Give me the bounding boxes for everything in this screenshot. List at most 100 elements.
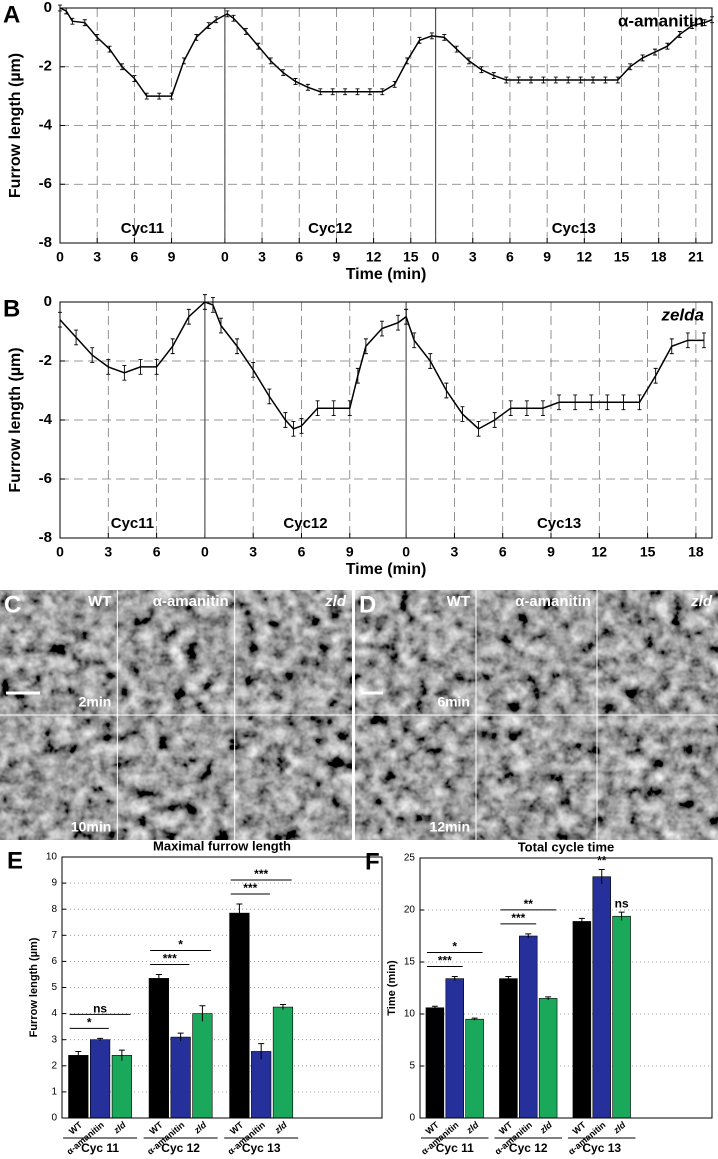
bar <box>445 978 465 1119</box>
error-bar <box>95 33 100 41</box>
y-tick-label: -6 <box>39 175 52 192</box>
bar <box>592 876 611 1119</box>
x-tick-label: 3 <box>469 249 477 265</box>
error-bar <box>291 421 296 437</box>
cycle-label: Cyc13 <box>537 515 581 532</box>
error-bar <box>589 394 594 411</box>
x-tick-label: 18 <box>651 249 667 265</box>
x-tick-label: 6 <box>298 544 306 560</box>
error-bar <box>412 332 417 349</box>
error-bar <box>154 359 159 375</box>
error-bar <box>258 1043 265 1060</box>
plot-frame <box>61 856 383 1119</box>
x-tick-label: 3 <box>104 544 112 560</box>
error-bar <box>97 1037 104 1042</box>
y-tick-label: 5 <box>409 1061 415 1072</box>
y-tick-label: 0 <box>44 293 52 310</box>
x-tick-label: 6 <box>499 544 507 560</box>
error-bar <box>82 19 87 27</box>
x-tick-label: 9 <box>346 544 354 560</box>
error-bar <box>479 66 484 74</box>
error-bar <box>557 394 562 411</box>
error-bar <box>476 421 481 437</box>
error-bar <box>347 400 352 417</box>
x-tick-label: 3 <box>93 249 101 265</box>
error-bar <box>169 92 174 100</box>
error-bar <box>343 88 348 96</box>
bar <box>499 978 518 1119</box>
error-bar <box>305 83 310 91</box>
error-bar <box>279 1003 286 1010</box>
x-tick-label: 9 <box>547 544 555 560</box>
y-tick-label: 9 <box>51 878 57 889</box>
error-bar <box>363 338 368 355</box>
panel-letter: A <box>3 1 20 28</box>
error-bar <box>283 412 288 428</box>
bar <box>229 912 250 1119</box>
bar-label: zld <box>191 1119 208 1136</box>
bar <box>89 1039 111 1119</box>
significance-label: * <box>178 938 183 952</box>
error-bar <box>404 308 409 325</box>
significance-label: *** <box>438 954 452 968</box>
error-bar <box>330 88 335 96</box>
error-bar <box>331 400 336 417</box>
error-bar <box>318 88 323 96</box>
x-tick-label: 6 <box>153 544 161 560</box>
significance-label: *** <box>243 881 257 895</box>
group-label: Cyc 13 <box>242 1141 281 1155</box>
error-bar <box>451 976 458 981</box>
bar <box>612 915 631 1119</box>
bar-label: zld <box>464 1119 481 1136</box>
error-bar <box>256 42 261 50</box>
time-label: 2min <box>79 694 112 710</box>
error-bar <box>106 359 111 375</box>
chart-title: zelda <box>660 305 704 324</box>
cycle-label: Cyc13 <box>552 220 596 237</box>
series-line <box>59 7 713 97</box>
error-bar <box>194 33 199 41</box>
error-bar <box>122 364 127 381</box>
y-axis-label: Furrow length (µm) <box>7 53 24 198</box>
error-bar <box>118 1049 125 1061</box>
error-bar <box>299 418 304 434</box>
error-bar <box>669 338 674 355</box>
chart-title: Total cycle time <box>518 839 615 854</box>
y-tick-label: 0 <box>51 1113 57 1124</box>
error-bar <box>210 297 215 313</box>
error-bar <box>665 42 670 50</box>
error-bar <box>701 332 706 349</box>
error-bar <box>214 16 219 24</box>
plot-frame <box>419 857 713 1119</box>
error-bar <box>637 394 642 411</box>
y-tick-label: 25 <box>404 853 416 864</box>
error-bar <box>396 314 401 331</box>
x-tick-label: 9 <box>333 249 341 265</box>
x-tick-label: 15 <box>614 249 630 265</box>
x-tick-label: 18 <box>688 544 704 560</box>
group-label: Cyc 11 <box>436 1141 474 1155</box>
error-bar <box>70 17 75 25</box>
cycle-label: Cyc12 <box>308 220 352 237</box>
y-tick-label: 5 <box>51 982 57 993</box>
panel-letter: D <box>359 591 376 618</box>
error-bar <box>491 72 496 79</box>
x-tick-label: 0 <box>402 544 410 560</box>
error-bar <box>603 76 608 84</box>
error-bar <box>186 308 191 325</box>
y-tick-label: 3 <box>51 1034 57 1045</box>
y-axis-label: Furrow length (µm) <box>28 937 40 1037</box>
y-tick-label: 0 <box>409 1113 415 1124</box>
chart-title: α-amanitin <box>618 11 704 30</box>
x-tick-label: 0 <box>201 544 209 560</box>
error-bar <box>471 1017 478 1021</box>
error-bar <box>119 63 124 71</box>
bar <box>68 1055 89 1119</box>
panel-letter: C <box>4 591 21 618</box>
bar <box>425 1007 445 1119</box>
error-bar <box>545 996 552 1000</box>
error-bar <box>460 406 465 422</box>
error-bar <box>492 412 497 428</box>
group-label: Cyc 11 <box>81 1141 119 1155</box>
